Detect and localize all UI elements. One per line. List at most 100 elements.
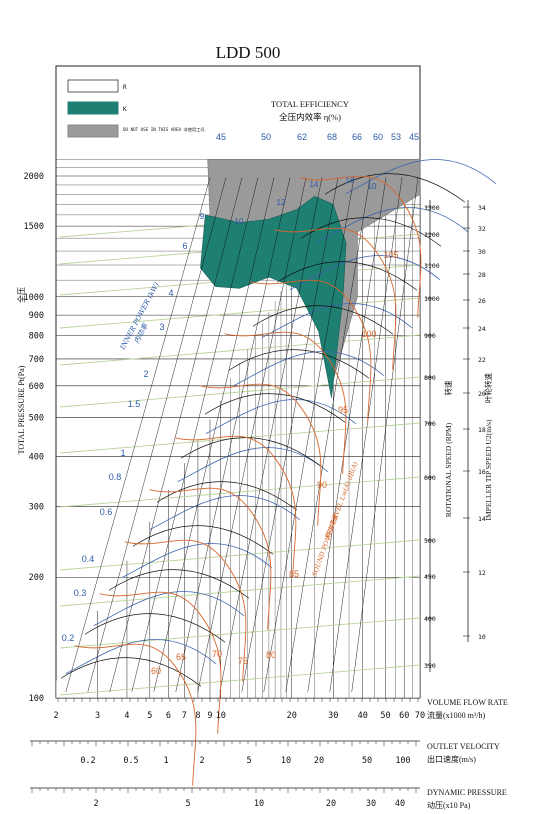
power-label: 1 <box>120 448 125 458</box>
efficiency-top-label: 66 <box>352 132 362 142</box>
efficiency-curve <box>65 639 217 675</box>
efficiency-curve <box>121 543 273 579</box>
outlet-velocity-tick-label: 50 <box>362 756 372 766</box>
rotational-speed-tick-label: 350 <box>424 662 436 670</box>
power-label: 4 <box>168 288 173 298</box>
fan-curve <box>276 261 418 291</box>
rotational-speed-tick-label: 700 <box>424 420 436 428</box>
x-tick-label: 3 <box>95 711 100 721</box>
speed-line <box>59 664 421 696</box>
rotational-speed-tick-label: 400 <box>424 615 436 623</box>
efficiency-inner-label: 10 <box>368 182 377 191</box>
efficiency-top-label: 60 <box>373 132 383 142</box>
duct-line <box>351 177 419 693</box>
y-tick-label: 500 <box>29 414 44 424</box>
power-label: 0.6 <box>100 507 113 517</box>
x-tick-label: 4 <box>124 711 129 721</box>
speed-axis-label-en: ROTATIONAL SPEED (RPM) <box>444 422 453 517</box>
fan-curve <box>228 349 370 379</box>
power-label: 0.4 <box>82 554 95 564</box>
noise-label: 105 <box>383 250 398 260</box>
efficiency-inner-label: 16 <box>346 176 355 185</box>
y-tick-label: 300 <box>29 503 44 513</box>
outlet-velocity-label-cn: 出口速度(m/s) <box>427 754 476 764</box>
duct-line <box>131 177 259 693</box>
efficiency-inner-label: 14 <box>310 180 319 189</box>
dynamic-pressure-tick-label: 30 <box>366 799 376 809</box>
legend-label-r: R <box>123 84 127 91</box>
noise-label: 75 <box>238 656 248 666</box>
y-axis-label-en: TOTAL PRESSURE Pt(Pa) <box>17 365 26 454</box>
y-tick-label: 700 <box>29 355 44 365</box>
efficiency-curve <box>317 207 469 243</box>
tip-speed-tick-label: 32 <box>478 225 486 233</box>
fan-curve <box>60 657 202 687</box>
x-tick-label: 60 <box>399 711 409 721</box>
noise-label: 85 <box>289 569 299 579</box>
noise-curve <box>149 487 272 630</box>
x-tick-label: 50 <box>380 711 390 721</box>
fan-curve <box>156 481 298 511</box>
noise-label: 60 <box>151 666 161 676</box>
y-tick-label: 800 <box>29 332 44 342</box>
outlet-velocity-tick-label: 10 <box>281 756 291 766</box>
outlet-velocity-tick-label: 0.2 <box>80 756 95 766</box>
noise-curve <box>74 643 197 786</box>
noise-curve <box>299 175 422 318</box>
y-tick-label: 2000 <box>24 172 44 182</box>
y-tick-label: 400 <box>29 452 44 462</box>
legend: R K DO NOT USE IN THIS AREA 非使用工况 <box>67 79 205 138</box>
dynamic-pressure-label-en: DYNAMIC PRESSURE <box>427 788 507 797</box>
efficiency-curve <box>233 351 385 387</box>
efficiency-top-label: 45 <box>216 132 226 142</box>
y-tick-label: 1000 <box>24 293 44 303</box>
x-tick-label: 7 <box>182 711 187 721</box>
outlet-velocity-tick-label: 20 <box>314 756 324 766</box>
noise-label: 95 <box>338 405 348 415</box>
outlet-velocity-tick-label: 5 <box>246 756 251 766</box>
speed-axis-label-cn: 转速 <box>443 380 453 395</box>
y-tick-label: 900 <box>29 311 44 321</box>
speed-line <box>59 297 421 329</box>
duct-line <box>175 177 291 693</box>
power-label: 3 <box>159 322 164 332</box>
rotational-speed-tick-label: 1100 <box>424 262 440 270</box>
dynamic-pressure-tick-label: 10 <box>254 799 264 809</box>
duct-line <box>329 177 403 693</box>
legend-label-k: K <box>123 106 127 113</box>
efficiency-top-label: 68 <box>327 132 337 142</box>
rotational-speed-tick-label: 800 <box>424 374 436 382</box>
efficiency-title-en: TOTAL EFFICIENCY <box>271 99 349 109</box>
speed-line <box>59 376 421 408</box>
rotational-speed-tick-label: 1000 <box>424 295 440 303</box>
x-tick-label: 9 <box>207 711 212 721</box>
tip-speed-tick-label: 20 <box>478 390 486 398</box>
power-label: 0.8 <box>109 472 122 482</box>
chart-title: LDD 500 <box>216 43 281 62</box>
legend-swatch-do-not-use <box>67 124 119 138</box>
efficiency-top-label: 50 <box>261 132 271 142</box>
noise-curve <box>174 435 297 578</box>
y-axis-label-cn: 全压 <box>16 287 26 303</box>
speed-line <box>59 617 421 649</box>
noise-curve <box>99 591 222 734</box>
duct-line <box>219 177 323 693</box>
efficiency-curve <box>149 495 301 531</box>
operating-area-layer <box>200 159 421 398</box>
outlet-velocity-label-en: OUTLET VELOCITY <box>427 742 500 751</box>
duct-line <box>285 177 371 693</box>
duct-line <box>109 177 243 693</box>
outlet-velocity-tick-label: 2 <box>199 756 204 766</box>
efficiency-curve <box>345 159 497 195</box>
duct-line <box>153 177 275 693</box>
efficiency-top-label: 45 <box>409 132 419 142</box>
outlet-velocity-tick-label: 0.5 <box>123 756 138 766</box>
x-axis-label-en: VOLUME FLOW RATE <box>427 698 508 707</box>
fan-curve <box>84 613 226 643</box>
rotational-speed-tick-label: 900 <box>424 332 436 340</box>
efficiency-top-label: 53 <box>391 132 401 142</box>
duct-line <box>65 177 211 693</box>
efficiency-curves-layer <box>60 159 497 693</box>
rotational-speed-tick-label: 450 <box>424 573 436 581</box>
